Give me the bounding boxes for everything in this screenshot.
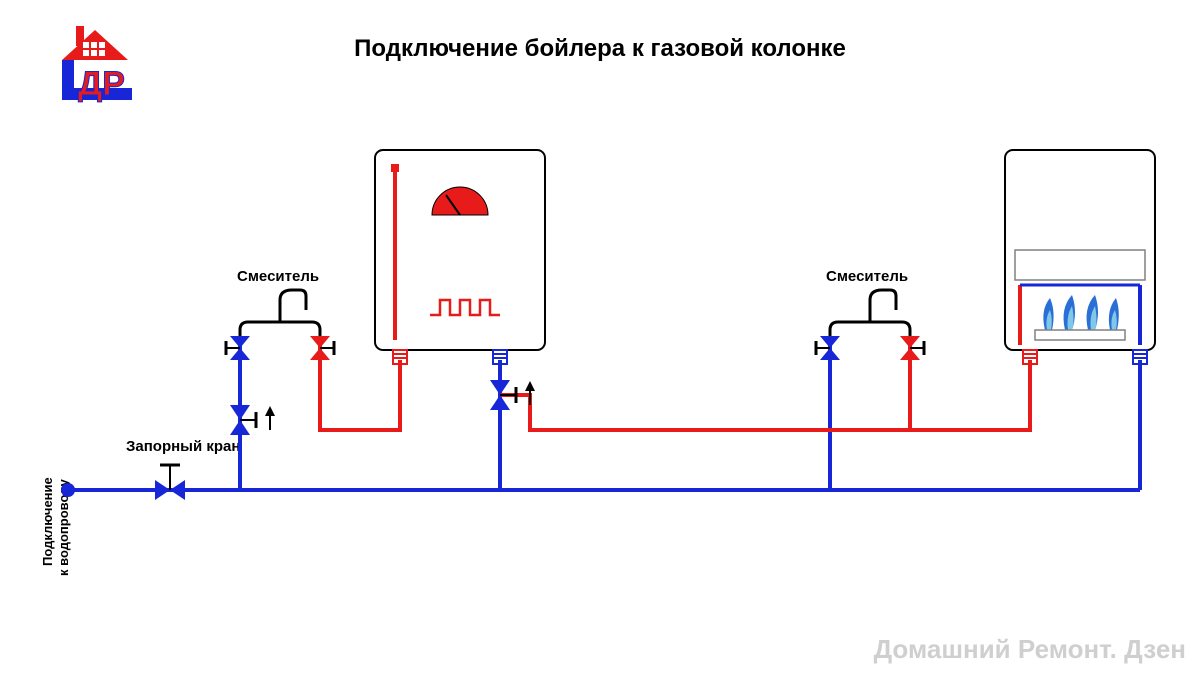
svg-text:ДР: ДР — [78, 65, 125, 103]
boiler-icon — [375, 150, 545, 364]
shutoff-valve-icon — [155, 465, 185, 500]
cold-pipes — [63, 345, 1140, 495]
piping-diagram: ДР — [0, 0, 1200, 675]
logo-icon: ДР — [62, 26, 132, 103]
gas-column-icon — [1005, 150, 1155, 364]
check-valve-1-icon — [230, 405, 275, 435]
mixer-2-icon — [816, 290, 924, 360]
mixer-1-icon — [226, 290, 334, 360]
hot-pipes — [320, 345, 1030, 430]
